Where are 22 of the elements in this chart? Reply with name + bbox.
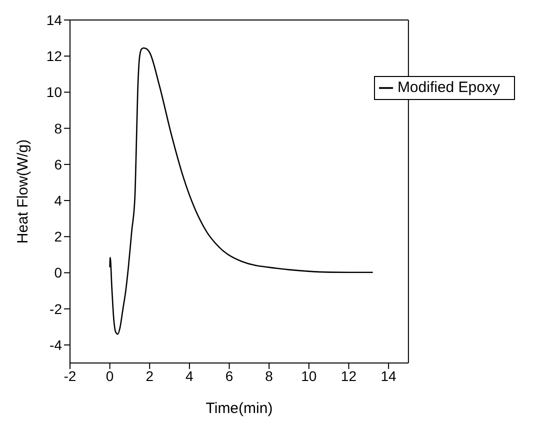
y-tick-label: 6	[54, 156, 62, 172]
x-tick-label: 12	[340, 368, 357, 384]
legend-label: Modified Epoxy	[397, 79, 500, 96]
y-tick-label: 2	[54, 228, 62, 245]
y-tick-label: -2	[50, 300, 62, 317]
y-tick-label: 12	[46, 48, 62, 64]
y-tick-label: 8	[54, 120, 62, 136]
x-tick-label: 0	[106, 368, 114, 384]
y-tick-label: 14	[46, 12, 62, 28]
y-axis-title: Heat Flow(W/g)	[14, 139, 32, 244]
line-series	[109, 47, 374, 335]
x-tick-label: 4	[186, 368, 194, 384]
x-tick-label: 8	[265, 368, 274, 384]
x-tick-label: 14	[380, 368, 397, 384]
y-tick-label: 0	[54, 264, 62, 281]
y-tick-label: -4	[50, 336, 62, 353]
x-tick-label: 2	[146, 368, 154, 384]
x-tick-label: 6	[225, 368, 234, 384]
y-tick-label: 4	[54, 192, 62, 208]
x-tick-label: 10	[301, 368, 317, 384]
y-tick-label: 10	[46, 84, 62, 100]
x-axis-title: Time(min)	[206, 400, 273, 417]
